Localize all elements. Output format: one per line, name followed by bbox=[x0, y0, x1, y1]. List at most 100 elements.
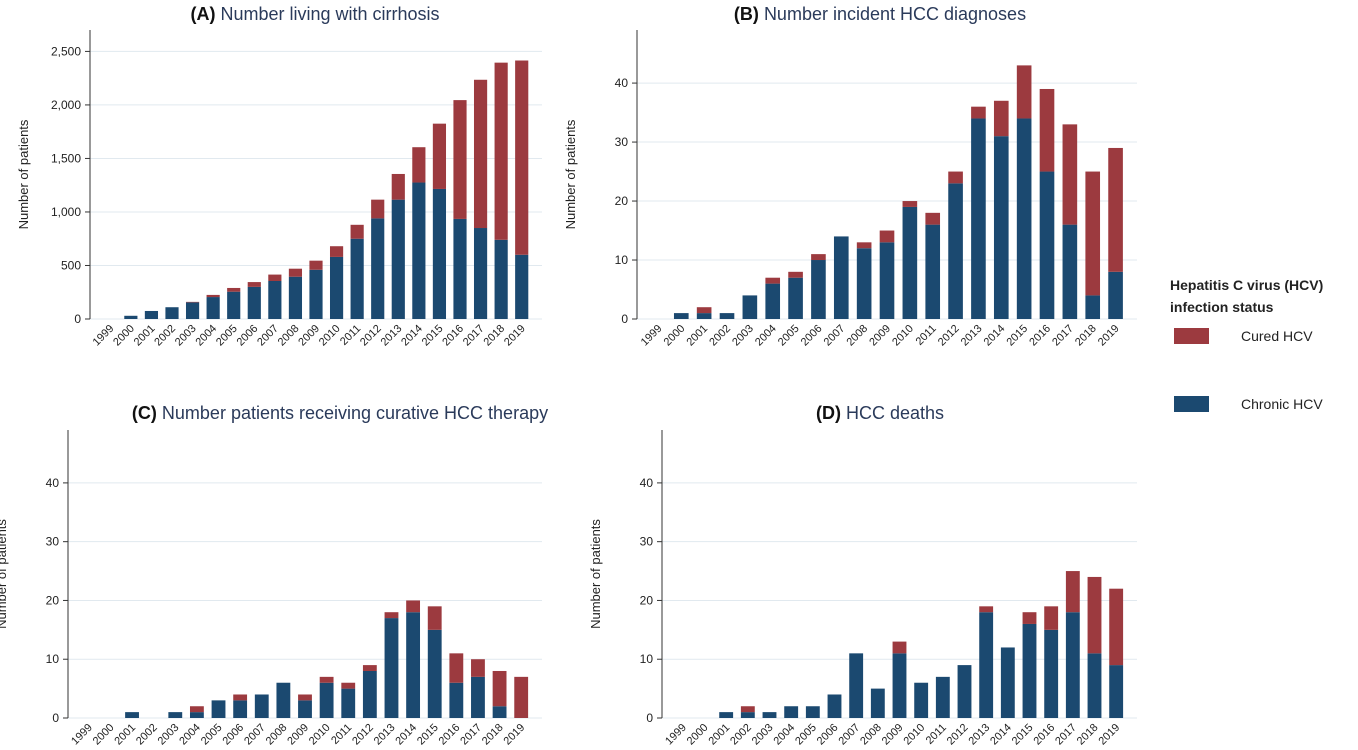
bar-segment bbox=[1109, 589, 1123, 665]
y-tick-label: 40 bbox=[640, 476, 654, 490]
bar-segment bbox=[903, 207, 918, 319]
x-tick-label: 2000 bbox=[111, 323, 137, 349]
y-tick-label: 30 bbox=[46, 535, 60, 549]
bar-segment bbox=[320, 683, 334, 718]
x-tick-label: 2017 bbox=[1050, 323, 1076, 349]
x-tick-label: 2002 bbox=[134, 722, 160, 748]
bar-segment bbox=[453, 100, 466, 219]
bar-segment bbox=[207, 295, 220, 297]
y-tick-label: 30 bbox=[615, 135, 629, 149]
x-tick-label: 2003 bbox=[730, 323, 756, 349]
bar-segment bbox=[925, 225, 940, 319]
x-tick-label: 2009 bbox=[867, 323, 893, 349]
x-tick-label: 2012 bbox=[945, 722, 971, 748]
bar-segment bbox=[212, 700, 226, 718]
bar-segment bbox=[341, 683, 355, 689]
bar-segment bbox=[979, 606, 993, 612]
x-tick-label: 2019 bbox=[1096, 323, 1122, 349]
x-tick-label: 2008 bbox=[858, 722, 884, 748]
x-tick-label: 2016 bbox=[1027, 323, 1053, 349]
bar-segment bbox=[433, 124, 446, 189]
bar-segment bbox=[412, 147, 425, 182]
bar-segment bbox=[1040, 89, 1055, 172]
bar-segment bbox=[811, 260, 826, 319]
panel-title-text: Number incident HCC diagnoses bbox=[764, 4, 1026, 24]
bar-segment bbox=[255, 694, 269, 718]
bar-segment bbox=[1040, 172, 1055, 319]
bar-segment bbox=[330, 246, 343, 257]
panel-title-text: Number living with cirrhosis bbox=[220, 4, 439, 24]
bar-segment bbox=[806, 706, 820, 718]
x-tick-label: 2015 bbox=[415, 722, 441, 748]
x-tick-label: 2004 bbox=[177, 722, 203, 748]
bar-segment bbox=[784, 706, 798, 718]
x-tick-label: 2018 bbox=[1073, 323, 1099, 349]
bar-segment bbox=[741, 706, 755, 712]
bar-segment bbox=[948, 172, 963, 184]
bar-segment bbox=[289, 277, 302, 319]
x-tick-label: 2013 bbox=[372, 722, 398, 748]
bar-segment bbox=[674, 313, 689, 319]
x-tick-label: 2006 bbox=[815, 722, 841, 748]
x-tick-label: 2000 bbox=[662, 323, 688, 349]
bar-segment bbox=[743, 295, 758, 319]
x-tick-label: 2004 bbox=[193, 323, 219, 349]
bar-segment bbox=[495, 63, 508, 240]
x-tick-label: 2001 bbox=[132, 323, 158, 349]
bar-segment bbox=[971, 107, 986, 119]
bar-segment bbox=[385, 618, 399, 718]
bar-segment bbox=[471, 677, 485, 718]
bar-segment bbox=[165, 307, 178, 319]
x-tick-label: 2018 bbox=[481, 323, 507, 349]
bar-segment bbox=[1023, 612, 1037, 624]
x-tick-label: 2009 bbox=[285, 722, 311, 748]
x-tick-label: 2018 bbox=[1075, 722, 1101, 748]
bar-segment bbox=[125, 712, 139, 718]
bar-segment bbox=[697, 307, 712, 313]
x-tick-label: 2001 bbox=[112, 722, 138, 748]
x-tick-label: 2008 bbox=[264, 722, 290, 748]
bar-segment bbox=[207, 297, 220, 319]
y-axis-label: Number of patients bbox=[563, 119, 578, 229]
x-tick-label: 2012 bbox=[936, 323, 962, 349]
x-tick-label: 2007 bbox=[836, 722, 862, 748]
x-tick-label: 2006 bbox=[799, 323, 825, 349]
panel-title: (D) HCC deaths bbox=[816, 403, 944, 423]
x-tick-label: 2011 bbox=[329, 722, 354, 747]
bar-segment bbox=[341, 689, 355, 718]
bar-segment bbox=[248, 287, 261, 319]
bar-segment bbox=[428, 606, 442, 630]
x-tick-label: 2006 bbox=[220, 722, 246, 748]
y-tick-label: 500 bbox=[61, 258, 81, 272]
bar-segment bbox=[309, 270, 322, 319]
bar-segment bbox=[233, 694, 247, 700]
bar-segment bbox=[925, 213, 940, 225]
x-tick-label: 2004 bbox=[771, 722, 797, 748]
y-tick-label: 2,000 bbox=[51, 98, 81, 112]
y-tick-label: 10 bbox=[615, 253, 629, 267]
x-tick-label: 2019 bbox=[502, 722, 528, 748]
bar-segment bbox=[493, 706, 507, 718]
bar-segment bbox=[449, 653, 463, 682]
bar-segment bbox=[1085, 295, 1100, 319]
bar-segment bbox=[515, 61, 528, 255]
bar-segment bbox=[1066, 571, 1080, 612]
bar-segment bbox=[765, 278, 780, 284]
x-tick-label: 2018 bbox=[480, 722, 506, 748]
bar-segment bbox=[697, 313, 712, 319]
panel-title: (A) Number living with cirrhosis bbox=[190, 4, 439, 24]
y-axis-label: Number of patients bbox=[588, 519, 603, 629]
bar-segment bbox=[849, 653, 863, 718]
bar-segment bbox=[958, 665, 972, 718]
bar-segment bbox=[514, 677, 528, 718]
bar-segment bbox=[828, 694, 842, 718]
bar-segment bbox=[1023, 624, 1037, 718]
bar-segment bbox=[474, 228, 487, 319]
bar-segment bbox=[227, 292, 240, 319]
panel-title-text: HCC deaths bbox=[846, 403, 944, 423]
y-tick-label: 10 bbox=[46, 652, 60, 666]
bar-segment bbox=[1017, 118, 1032, 319]
bar-segment bbox=[493, 671, 507, 706]
panel-label: (C) bbox=[132, 403, 157, 423]
legend-title-line: Hepatitis C virus (HCV) bbox=[1170, 277, 1323, 293]
